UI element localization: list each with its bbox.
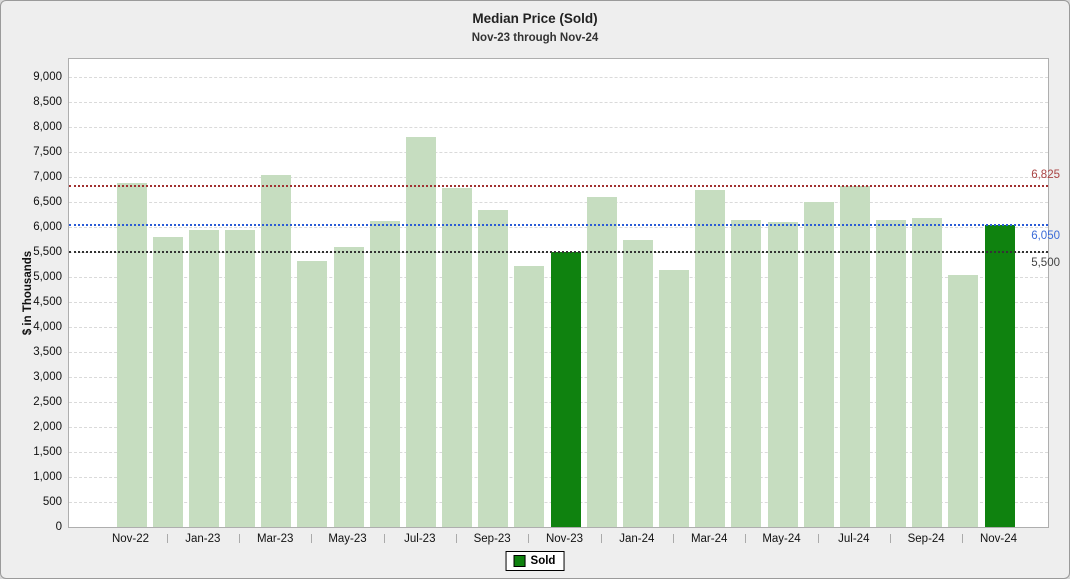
x-tick-label-jul-24: Jul-24 — [838, 533, 870, 545]
x-minor-tick — [383, 534, 385, 543]
gridline — [69, 102, 1048, 103]
y-tick-label: 4,500 — [33, 296, 62, 308]
legend-label: Sold — [530, 555, 556, 567]
x-tick-label-sep-23: Sep-23 — [473, 533, 511, 545]
x-tick-label-jul-23: Jul-23 — [404, 533, 436, 545]
bar-jun-24[interactable] — [803, 202, 834, 527]
bar-aug-23[interactable] — [442, 188, 472, 527]
y-tick-label: 1,500 — [33, 446, 62, 458]
bar-nov-22[interactable] — [116, 183, 147, 527]
bar-apr-23[interactable] — [297, 260, 328, 527]
y-tick-label: 7,500 — [33, 146, 62, 158]
x-minor-tick — [311, 534, 313, 543]
bar-dec-23[interactable] — [586, 197, 617, 527]
y-tick-label: 9,000 — [33, 71, 62, 83]
gridline — [69, 177, 1048, 178]
y-tick-label: 3,500 — [33, 346, 62, 358]
bar-feb-23[interactable] — [225, 229, 255, 527]
bar-may-23[interactable] — [333, 247, 364, 527]
bar-jan-23[interactable] — [188, 229, 219, 527]
y-tick-label: 5,500 — [33, 246, 62, 258]
bar-oct-23[interactable] — [514, 265, 545, 527]
bar-apr-24[interactable] — [731, 219, 762, 527]
x-tick-label-mar-24: Mar-24 — [690, 533, 728, 545]
x-minor-tick — [962, 534, 964, 543]
x-minor-tick — [600, 534, 602, 543]
x-tick-label-nov-23: Nov-23 — [545, 533, 584, 545]
y-tick-label: 5,000 — [33, 271, 62, 283]
y-tick-label: 2,000 — [33, 421, 62, 433]
y-tick-label: 0 — [55, 521, 62, 533]
gridline — [69, 152, 1048, 153]
x-tick-label-may-24: May-24 — [762, 533, 801, 545]
y-tick-label: 6,500 — [33, 196, 62, 208]
x-tick-label-nov-24: Nov-24 — [979, 533, 1018, 545]
bar-jan-24[interactable] — [622, 239, 653, 527]
plot-area: 6,825 6,050 5,500 — [68, 58, 1060, 528]
y-tick-label: 2,500 — [33, 396, 62, 408]
y-tick-label: 6,000 — [33, 221, 62, 233]
x-minor-tick — [239, 534, 240, 543]
x-tick-label-sep-24: Sep-24 — [907, 533, 945, 545]
x-minor-tick — [673, 534, 674, 543]
x-tick-label-nov-22: Nov-22 — [111, 533, 150, 545]
y-tick-label: 500 — [42, 496, 62, 508]
x-minor-tick — [166, 534, 168, 543]
y-tick-label: 1,000 — [33, 471, 62, 483]
bar-sep-23[interactable] — [478, 209, 509, 527]
bar-jul-24[interactable] — [839, 185, 870, 527]
x-tick-label-mar-23: Mar-23 — [256, 533, 294, 545]
x-minor-tick — [528, 534, 530, 543]
bar-feb-24[interactable] — [659, 269, 689, 527]
reference-line-6050 — [69, 223, 1048, 226]
x-minor-tick — [890, 534, 891, 543]
gridline — [69, 227, 1048, 228]
y-tick-label: 4,000 — [33, 321, 62, 333]
x-minor-tick — [456, 534, 457, 543]
bar-dec-22[interactable] — [152, 237, 183, 527]
bar-may-24[interactable] — [767, 222, 798, 527]
y-tick-label: 7,000 — [33, 171, 62, 183]
bar-sep-24[interactable] — [912, 218, 943, 527]
y-axis: 0 500 1,000 1,500 2,000 2,500 3,000 3,500 4,000 4… — [1, 58, 62, 533]
x-tick-label-jan-23: Jan-23 — [185, 533, 221, 545]
reference-line-label: 6,825 — [1031, 168, 1060, 181]
x-tick-label-jan-24: Jan-24 — [619, 533, 655, 545]
x-axis: Nov-22 Jan-23 Mar-23 May-23 Jul-23 Sep-23 Nov-… — [68, 531, 1049, 548]
y-tick-label: 8,000 — [33, 121, 62, 133]
x-tick-label-may-23: May-23 — [328, 533, 367, 545]
bar-mar-23[interactable] — [261, 174, 292, 527]
bar-aug-24[interactable] — [876, 219, 906, 527]
bar-oct-24[interactable] — [948, 274, 979, 527]
gridline — [69, 127, 1048, 128]
chart-subtitle: Nov-23 through Nov-24 — [471, 32, 599, 44]
reference-line-label: 5,500 — [1031, 257, 1060, 269]
reference-line-label: 6,050 — [1031, 229, 1060, 242]
bar-jul-23[interactable] — [405, 137, 436, 527]
y-tick-label: 8,500 — [33, 96, 62, 108]
reference-line-5500 — [69, 251, 1048, 253]
x-minor-tick — [745, 534, 747, 543]
y-tick-label: 3,000 — [33, 371, 62, 383]
bar-nov-24[interactable] — [984, 224, 1015, 527]
legend[interactable]: Sold — [505, 551, 565, 571]
sold-series-swatch — [513, 555, 526, 567]
bar-mar-24[interactable] — [695, 189, 726, 527]
reference-line-6825 — [69, 184, 1048, 187]
chart-title: Median Price (Sold) — [472, 11, 598, 26]
gridline — [69, 202, 1048, 203]
x-minor-tick — [817, 534, 819, 543]
gridline — [69, 77, 1048, 78]
bar-jun-23[interactable] — [369, 220, 400, 527]
bar-nov-23[interactable] — [550, 252, 581, 527]
